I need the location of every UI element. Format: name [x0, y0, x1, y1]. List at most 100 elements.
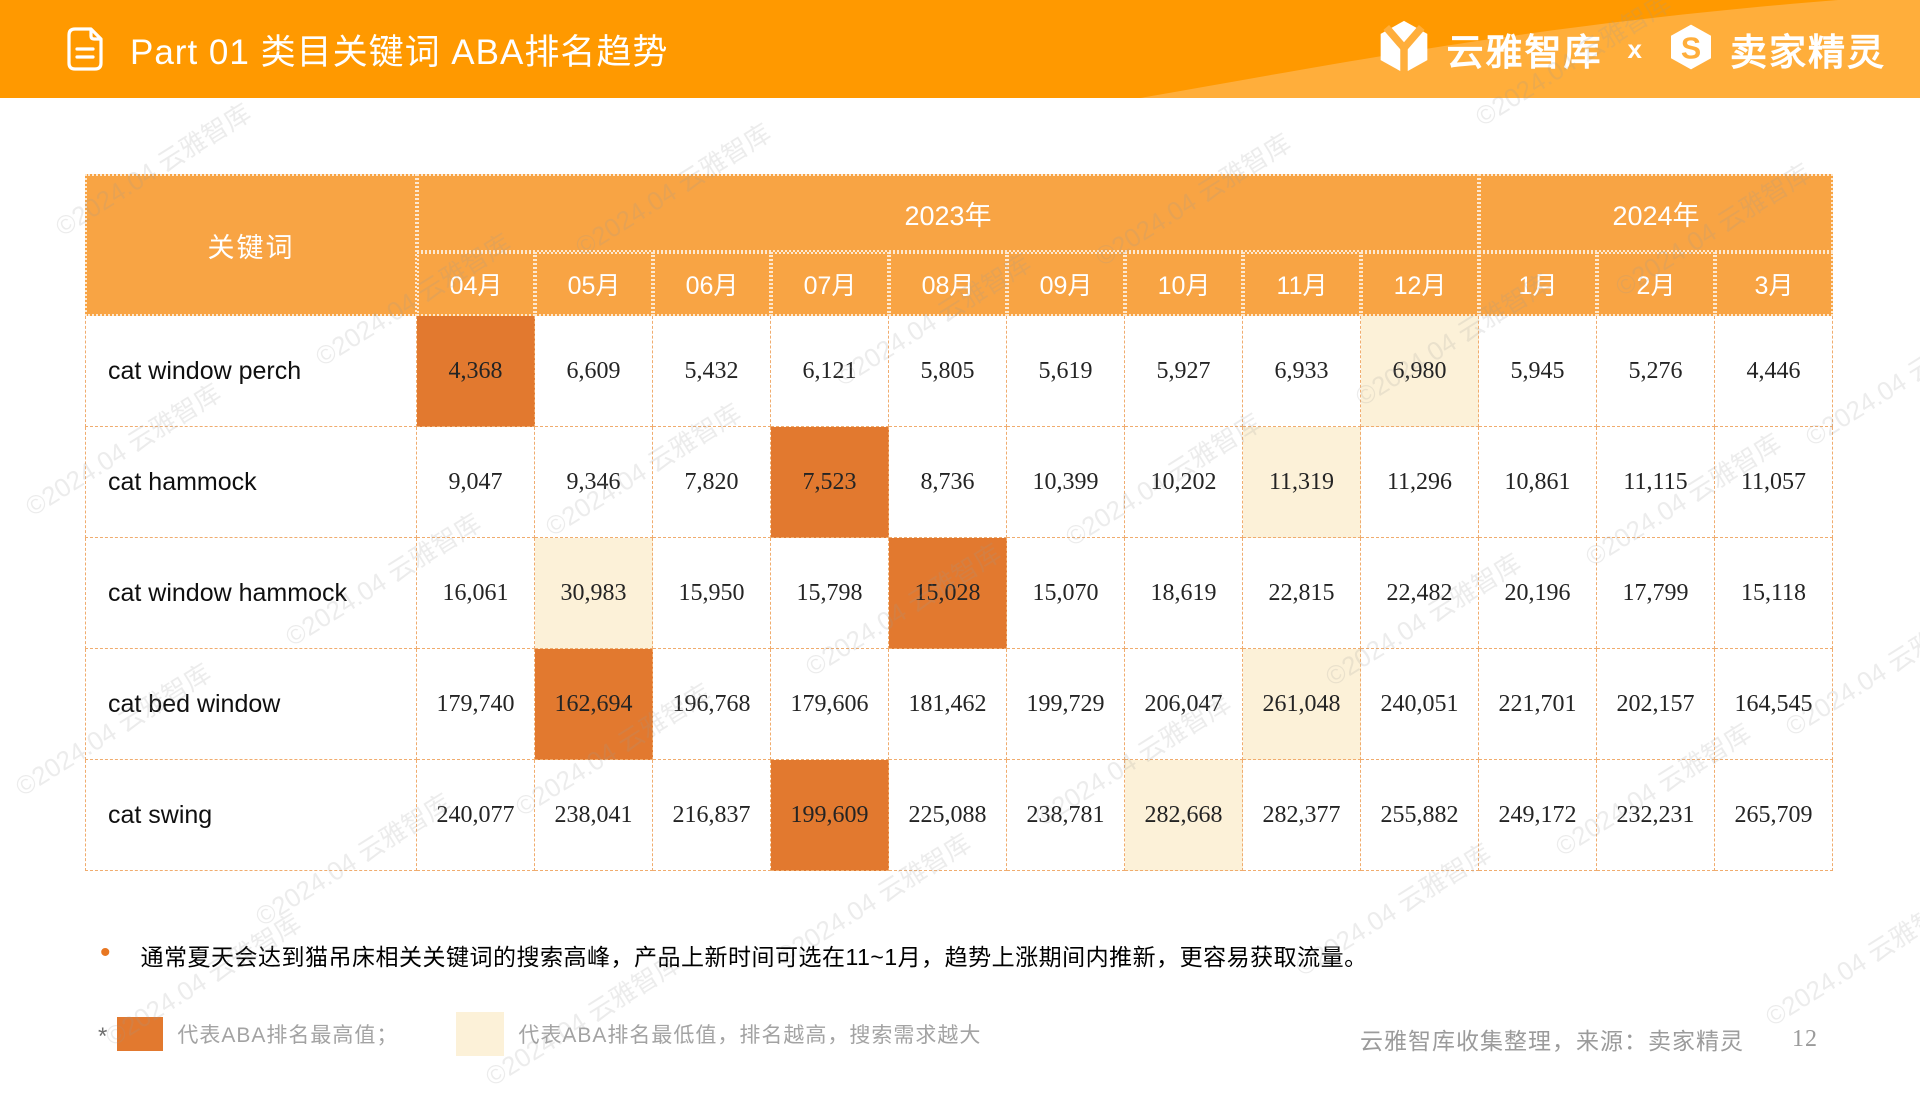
value-cell: 164,545 [1715, 649, 1833, 760]
note-text: 通常夏天会达到猫吊床相关关键词的搜索高峰，产品上新时间可选在11~1月，趋势上涨… [140, 944, 1368, 970]
value-cell: 15,950 [653, 538, 771, 649]
value-cell: 22,815 [1243, 538, 1361, 649]
month-header: 09月 [1007, 252, 1125, 316]
month-header: 04月 [417, 252, 535, 316]
value-cell: 255,882 [1361, 760, 1479, 871]
sellersprite-brand-name: 卖家精灵 [1730, 32, 1886, 73]
value-cell: 15,028 [889, 538, 1007, 649]
value-cell: 238,041 [535, 760, 653, 871]
value-cell: 16,061 [417, 538, 535, 649]
highest-value-label: 代表ABA排名最高值； [177, 1024, 399, 1047]
value-cell: 7,523 [771, 427, 889, 538]
value-cell: 5,276 [1597, 316, 1715, 427]
value-cell: 179,606 [771, 649, 889, 760]
watermark-text: ©2024.04 云雅智库 [1759, 887, 1920, 1032]
page-number: 12 [1792, 1025, 1818, 1052]
value-cell: 10,399 [1007, 427, 1125, 538]
brand-separator: x [1627, 33, 1642, 64]
header-curve-decoration [1140, 0, 1920, 98]
value-cell: 162,694 [535, 649, 653, 760]
month-header: 11月 [1243, 252, 1361, 316]
yunya-brand-name: 云雅智库 [1446, 32, 1603, 73]
value-cell: 181,462 [889, 649, 1007, 760]
highest-value-swatch [117, 1017, 164, 1051]
svg-text:S: S [1681, 31, 1701, 65]
value-cell: 6,933 [1243, 316, 1361, 427]
value-cell: 10,202 [1125, 427, 1243, 538]
value-cell: 8,736 [889, 427, 1007, 538]
bullet-dot: • [100, 936, 111, 969]
value-cell: 4,446 [1715, 316, 1833, 427]
value-cell: 9,346 [535, 427, 653, 538]
value-cell: 11,115 [1597, 427, 1715, 538]
value-cell: 5,619 [1007, 316, 1125, 427]
keyword-cell: cat bed window [85, 649, 417, 760]
value-cell: 240,077 [417, 760, 535, 871]
month-header: 08月 [889, 252, 1007, 316]
month-header: 2月 [1597, 252, 1715, 316]
value-cell: 5,432 [653, 316, 771, 427]
month-header: 1月 [1479, 252, 1597, 316]
value-cell: 17,799 [1597, 538, 1715, 649]
value-cell: 225,088 [889, 760, 1007, 871]
value-cell: 202,157 [1597, 649, 1715, 760]
lowest-value-swatch [456, 1012, 505, 1056]
value-cell: 240,051 [1361, 649, 1479, 760]
month-header: 10月 [1125, 252, 1243, 316]
value-cell: 179,740 [417, 649, 535, 760]
value-cell: 6,121 [771, 316, 889, 427]
value-cell: 282,377 [1243, 760, 1361, 871]
document-icon [62, 24, 108, 74]
brand-lockup: 云雅智库 x S 卖家精灵 [1376, 0, 1886, 98]
value-cell: 249,172 [1479, 760, 1597, 871]
value-cell: 15,070 [1007, 538, 1125, 649]
month-header: 3月 [1715, 252, 1833, 316]
value-cell: 11,319 [1243, 427, 1361, 538]
value-cell: 18,619 [1125, 538, 1243, 649]
value-cell: 10,861 [1479, 427, 1597, 538]
keyword-cell: cat hammock [85, 427, 417, 538]
month-header: 05月 [535, 252, 653, 316]
value-cell: 261,048 [1243, 649, 1361, 760]
source-attribution: 云雅智库收集整理，来源：卖家精灵 [1360, 1028, 1744, 1054]
month-header: 12月 [1361, 252, 1479, 316]
value-cell: 238,781 [1007, 760, 1125, 871]
sellersprite-logo-icon: S [1667, 23, 1715, 76]
value-cell: 216,837 [653, 760, 771, 871]
keyword-table: 关键词 2023年 04月 05月 06月 07月 08月 09月 10月 11月 12月 2024年… [85, 174, 1833, 871]
yunya-logo-icon [1376, 19, 1432, 80]
value-cell: 30,983 [535, 538, 653, 649]
value-cell: 265,709 [1715, 760, 1833, 871]
value-cell: 15,798 [771, 538, 889, 649]
keyword-column-header: 关键词 [85, 174, 417, 316]
value-cell: 5,945 [1479, 316, 1597, 427]
value-cell: 206,047 [1125, 649, 1243, 760]
header-bar: Part 01 类目关键词 ABA排名趋势 云雅智库 x S 卖家精灵 [0, 0, 1920, 98]
value-cell: 9,047 [417, 427, 535, 538]
value-cell: 221,701 [1479, 649, 1597, 760]
keyword-cell: cat swing [85, 760, 417, 871]
value-cell: 22,482 [1361, 538, 1479, 649]
keyword-cell: cat window perch [85, 316, 417, 427]
value-cell: 15,118 [1715, 538, 1833, 649]
value-cell: 199,729 [1007, 649, 1125, 760]
value-cell: 5,927 [1125, 316, 1243, 427]
value-cell: 7,820 [653, 427, 771, 538]
insight-note: • 通常夏天会达到猫吊床相关关键词的搜索高峰，产品上新时间可选在11~1月，趋势… [100, 938, 1368, 972]
value-cell: 20,196 [1479, 538, 1597, 649]
legend-asterisk: * [98, 1023, 108, 1050]
value-cell: 11,057 [1715, 427, 1833, 538]
legend: * 代表ABA排名最高值； 代表ABA排名最低值，排名越高，搜索需求越大 [98, 1012, 981, 1056]
year-header: 2024年 [1479, 174, 1833, 252]
value-cell: 4,368 [417, 316, 535, 427]
month-header: 07月 [771, 252, 889, 316]
value-cell: 232,231 [1597, 760, 1715, 871]
value-cell: 6,609 [535, 316, 653, 427]
value-cell: 199,609 [771, 760, 889, 871]
footer: 云雅智库收集整理，来源：卖家精灵 12 [1360, 1022, 1818, 1056]
keyword-cell: cat window hammock [85, 538, 417, 649]
year-header: 2023年 [417, 174, 1479, 252]
value-cell: 196,768 [653, 649, 771, 760]
lowest-value-label: 代表ABA排名最低值，排名越高，搜索需求越大 [518, 1024, 982, 1047]
